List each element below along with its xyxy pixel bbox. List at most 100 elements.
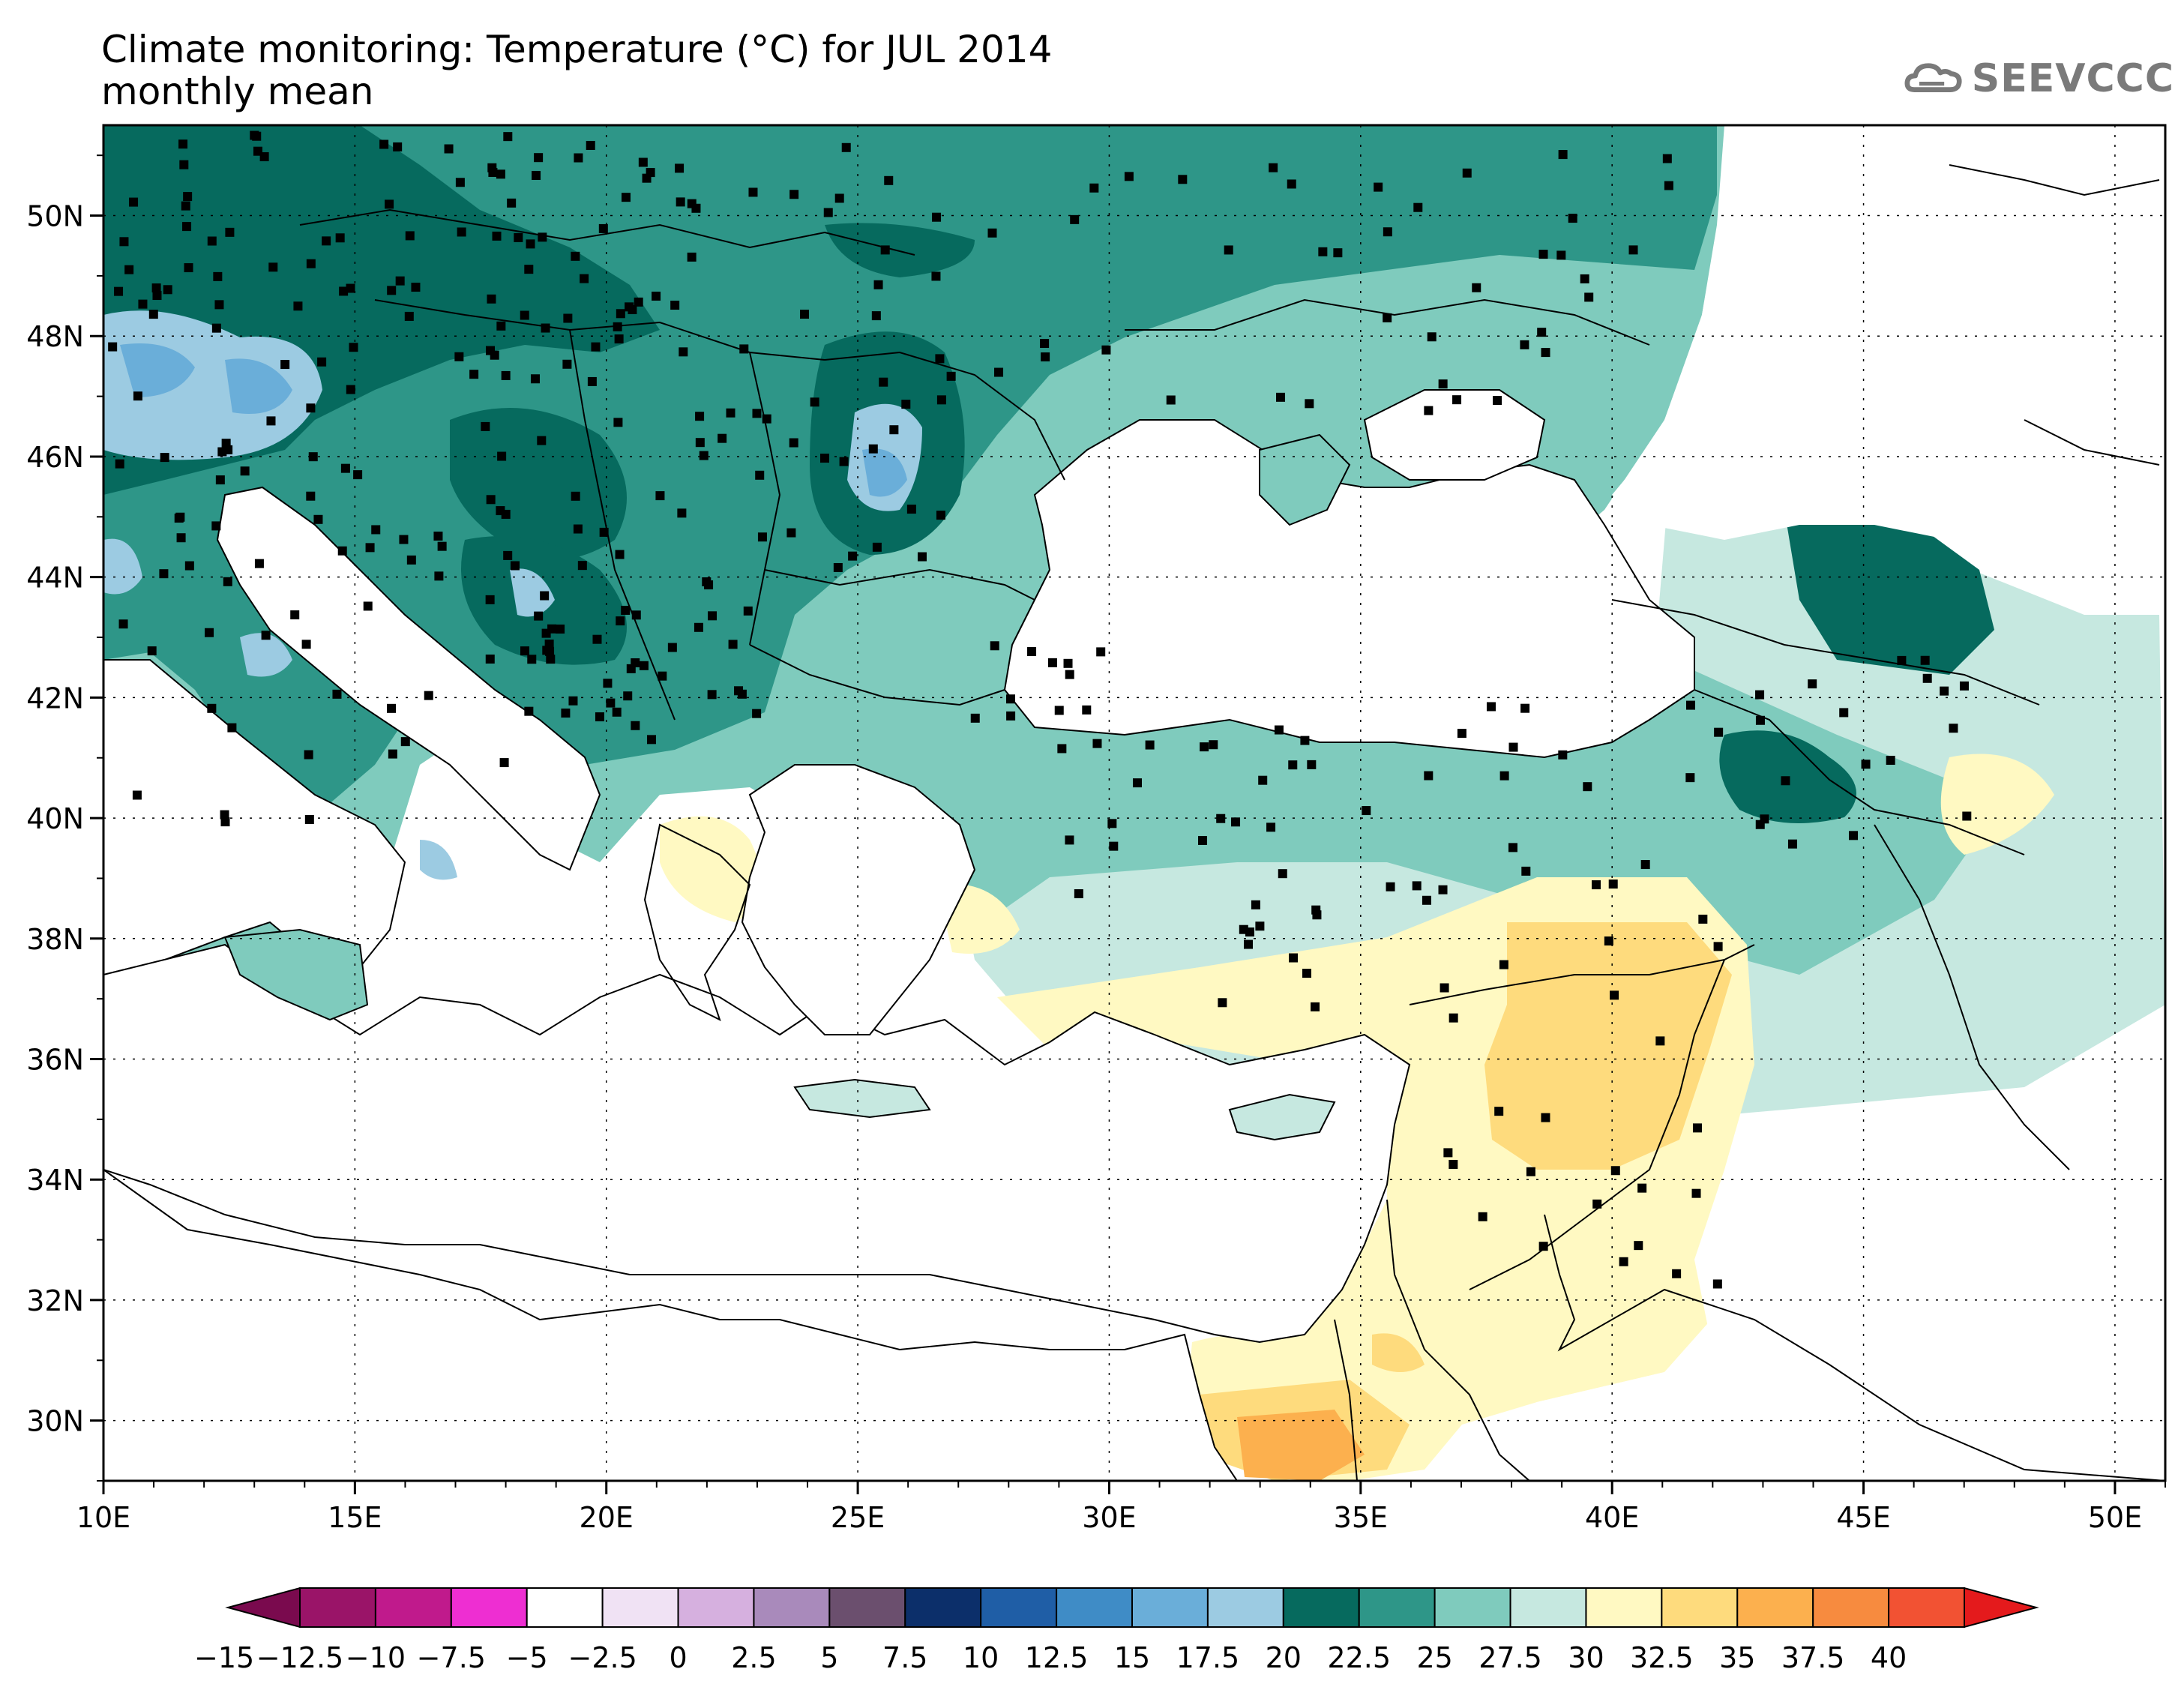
colorbar-label: −15 xyxy=(194,1641,254,1674)
station-marker xyxy=(488,167,498,177)
station-marker xyxy=(497,451,507,461)
station-marker xyxy=(514,232,523,242)
station-marker xyxy=(704,580,714,590)
station-marker xyxy=(917,552,927,562)
colorbar-label: 30 xyxy=(1568,1641,1604,1674)
station-marker xyxy=(616,616,625,626)
station-marker xyxy=(148,310,158,319)
station-marker xyxy=(405,231,415,241)
station-marker xyxy=(1592,1199,1602,1209)
station-marker xyxy=(1307,760,1317,769)
station-marker xyxy=(1178,175,1188,184)
colorbar-label: 22.5 xyxy=(1327,1641,1391,1674)
station-marker xyxy=(1255,921,1265,931)
station-marker xyxy=(1287,179,1296,189)
station-marker xyxy=(404,311,414,321)
station-marker xyxy=(346,385,355,394)
station-marker xyxy=(726,408,735,418)
colorbar-bin xyxy=(450,1587,528,1628)
station-marker xyxy=(340,463,350,473)
station-marker xyxy=(1065,670,1074,679)
station-marker xyxy=(1499,771,1509,781)
station-marker xyxy=(496,321,506,331)
station-marker xyxy=(240,466,250,476)
station-marker xyxy=(1558,150,1568,160)
station-marker xyxy=(1041,352,1050,362)
station-marker xyxy=(932,212,942,222)
station-marker xyxy=(884,175,894,185)
colorbar-bin xyxy=(1736,1587,1814,1628)
crimea xyxy=(1259,433,1351,526)
station-marker xyxy=(520,310,529,320)
station-marker xyxy=(365,543,375,553)
station-marker xyxy=(1610,990,1619,1000)
station-marker xyxy=(1258,775,1268,785)
station-marker xyxy=(1109,841,1119,851)
station-marker xyxy=(1311,1002,1320,1011)
station-marker xyxy=(437,541,447,551)
station-marker xyxy=(211,521,221,531)
station-marker xyxy=(1839,708,1849,718)
x-tick-label: 25E xyxy=(831,1501,885,1534)
cyprus xyxy=(1228,1093,1336,1141)
station-marker xyxy=(586,140,595,150)
station-marker xyxy=(388,749,397,759)
colorbar-label: 10 xyxy=(963,1641,999,1674)
station-marker xyxy=(454,352,464,361)
station-marker xyxy=(1374,182,1383,192)
y-tick-label: 44N xyxy=(26,562,84,595)
colorbar-label: −5 xyxy=(506,1641,548,1674)
station-marker xyxy=(612,707,622,717)
border-18 xyxy=(2024,419,2160,466)
station-marker xyxy=(970,713,980,723)
station-marker xyxy=(1922,673,1932,683)
colorbar-bin xyxy=(753,1587,831,1628)
station-marker xyxy=(115,459,124,469)
station-marker xyxy=(626,664,636,673)
field-15-b xyxy=(225,358,292,414)
station-marker xyxy=(1318,247,1328,256)
station-marker xyxy=(1224,245,1233,255)
colorbar-bin xyxy=(1358,1587,1436,1628)
station-marker xyxy=(118,619,128,629)
station-marker xyxy=(507,198,517,208)
border-13 xyxy=(1544,1214,2165,1481)
station-marker xyxy=(510,561,520,571)
station-marker xyxy=(577,561,587,571)
station-marker xyxy=(1145,740,1155,750)
station-marker xyxy=(615,550,625,559)
station-marker xyxy=(1886,756,1895,766)
station-marker xyxy=(1386,882,1395,891)
station-marker xyxy=(133,391,142,401)
station-marker xyxy=(757,532,767,542)
station-marker xyxy=(1239,924,1248,934)
station-marker xyxy=(542,646,552,655)
station-marker xyxy=(492,231,502,241)
station-marker xyxy=(266,416,276,426)
border-4 xyxy=(749,352,781,646)
station-marker xyxy=(606,698,616,708)
station-marker xyxy=(1092,739,1102,748)
station-marker xyxy=(1499,960,1508,969)
border-15 xyxy=(1334,1319,1358,1481)
station-marker xyxy=(658,671,667,681)
station-marker xyxy=(215,475,225,485)
station-marker xyxy=(304,814,314,824)
station-marker xyxy=(213,271,223,281)
colorbar-label: 37.5 xyxy=(1781,1641,1845,1674)
station-marker xyxy=(1278,869,1287,879)
x-tick-label: 45E xyxy=(1836,1501,1890,1534)
station-marker xyxy=(124,265,134,274)
field-30-b xyxy=(660,816,762,922)
station-marker xyxy=(728,640,738,649)
field-20-e xyxy=(825,223,975,277)
station-marker xyxy=(936,511,945,520)
station-marker xyxy=(1074,888,1083,898)
station-marker xyxy=(1276,392,1286,402)
station-marker xyxy=(163,285,172,295)
station-marker xyxy=(694,622,703,632)
station-marker xyxy=(695,438,705,448)
station-marker xyxy=(935,354,945,364)
station-marker xyxy=(182,222,192,232)
station-marker xyxy=(1443,1148,1453,1158)
